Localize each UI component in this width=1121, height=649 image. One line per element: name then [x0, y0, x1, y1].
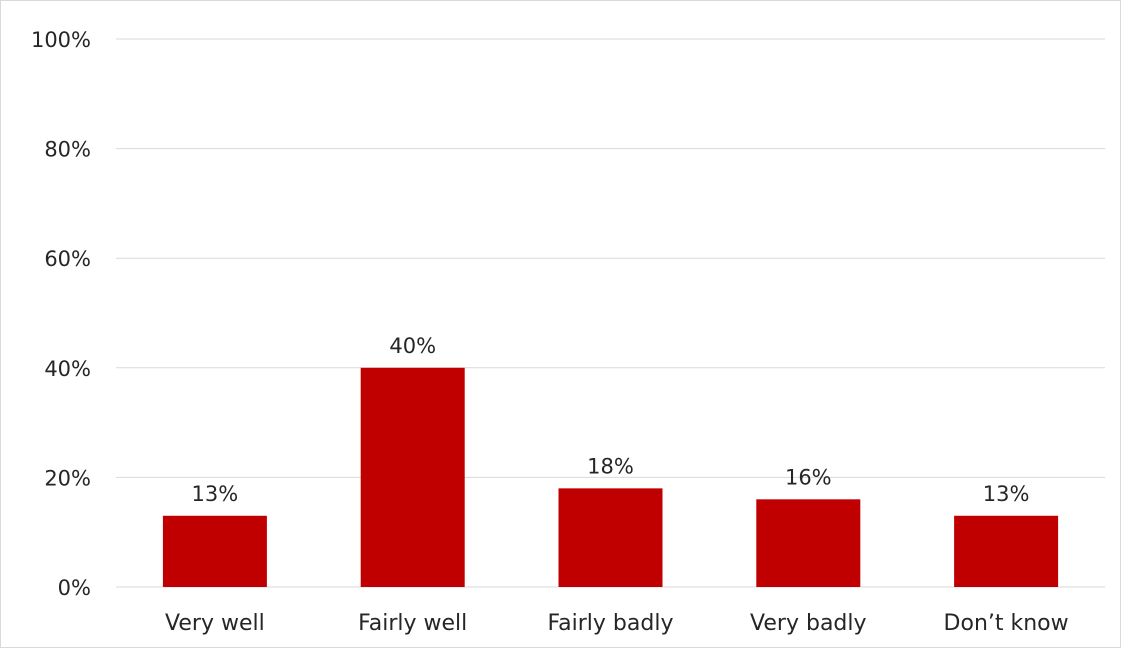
category-label: Very well — [165, 611, 265, 636]
bar — [162, 515, 267, 587]
y-tick-label: 20% — [44, 466, 91, 490]
y-tick-label: 80% — [44, 138, 91, 162]
category-labels: Very well Fairly well Fairly badly Very bad… — [165, 611, 1069, 636]
y-tick-label: 40% — [44, 357, 91, 381]
data-labels: 13% 40% 18% 16% 13% — [192, 334, 1030, 506]
bar — [558, 488, 663, 587]
category-label: Don’t know — [944, 611, 1069, 636]
data-label: 13% — [983, 482, 1030, 506]
category-label: Fairly well — [358, 611, 467, 636]
y-tick-label: 60% — [44, 247, 91, 271]
bar — [756, 499, 861, 587]
y-tick-label: 100% — [31, 28, 91, 52]
gridlines — [116, 38, 1105, 588]
y-axis-ticks: 0% 20% 40% 60% 80% 100% — [31, 28, 91, 600]
data-label: 18% — [587, 454, 634, 478]
data-label: 16% — [785, 465, 832, 489]
category-label: Fairly badly — [548, 611, 674, 636]
y-tick-label: 0% — [58, 576, 91, 600]
data-label: 13% — [192, 482, 239, 506]
bar — [954, 515, 1059, 587]
data-label: 40% — [389, 334, 436, 358]
bars — [162, 367, 1059, 587]
bar — [360, 367, 465, 587]
category-label: Very badly — [750, 611, 866, 636]
